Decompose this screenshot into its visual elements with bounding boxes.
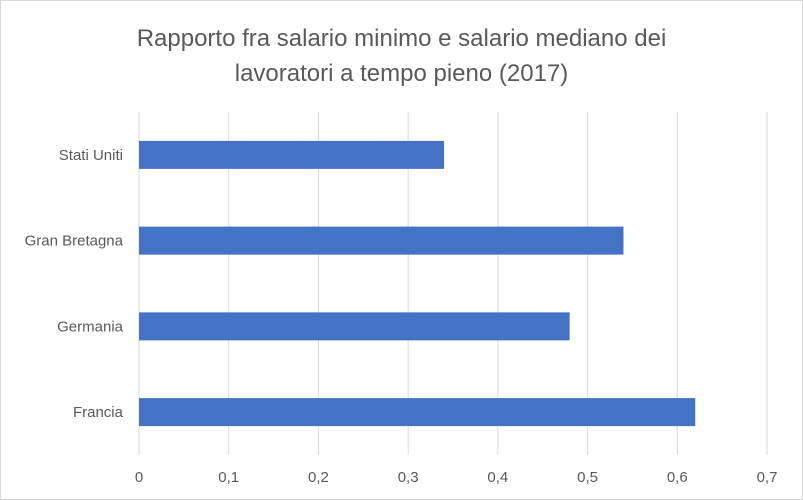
x-tick-label-6: 0,6 — [667, 469, 688, 486]
category-label-3: Francia — [73, 404, 124, 421]
category-label-2: Germania — [57, 318, 124, 335]
x-tick-label-7: 0,7 — [757, 469, 778, 486]
x-tick-label-0: 0 — [135, 469, 143, 486]
bar-2 — [139, 312, 570, 341]
bar-3 — [139, 398, 696, 427]
x-tick-label-2: 0,2 — [308, 469, 329, 486]
category-label-1: Gran Bretagna — [25, 233, 124, 250]
x-tick-label-1: 0,1 — [218, 469, 239, 486]
x-tick-label-4: 0,4 — [487, 469, 508, 486]
x-tick-label-3: 0,3 — [398, 469, 419, 486]
chart-title: Rapporto fra salario minimo e salario me… — [136, 25, 667, 87]
bar-0 — [139, 140, 445, 169]
category-label-0: Stati Uniti — [59, 147, 123, 164]
x-tick-label-5: 0,5 — [577, 469, 598, 486]
bar-1 — [139, 226, 624, 255]
